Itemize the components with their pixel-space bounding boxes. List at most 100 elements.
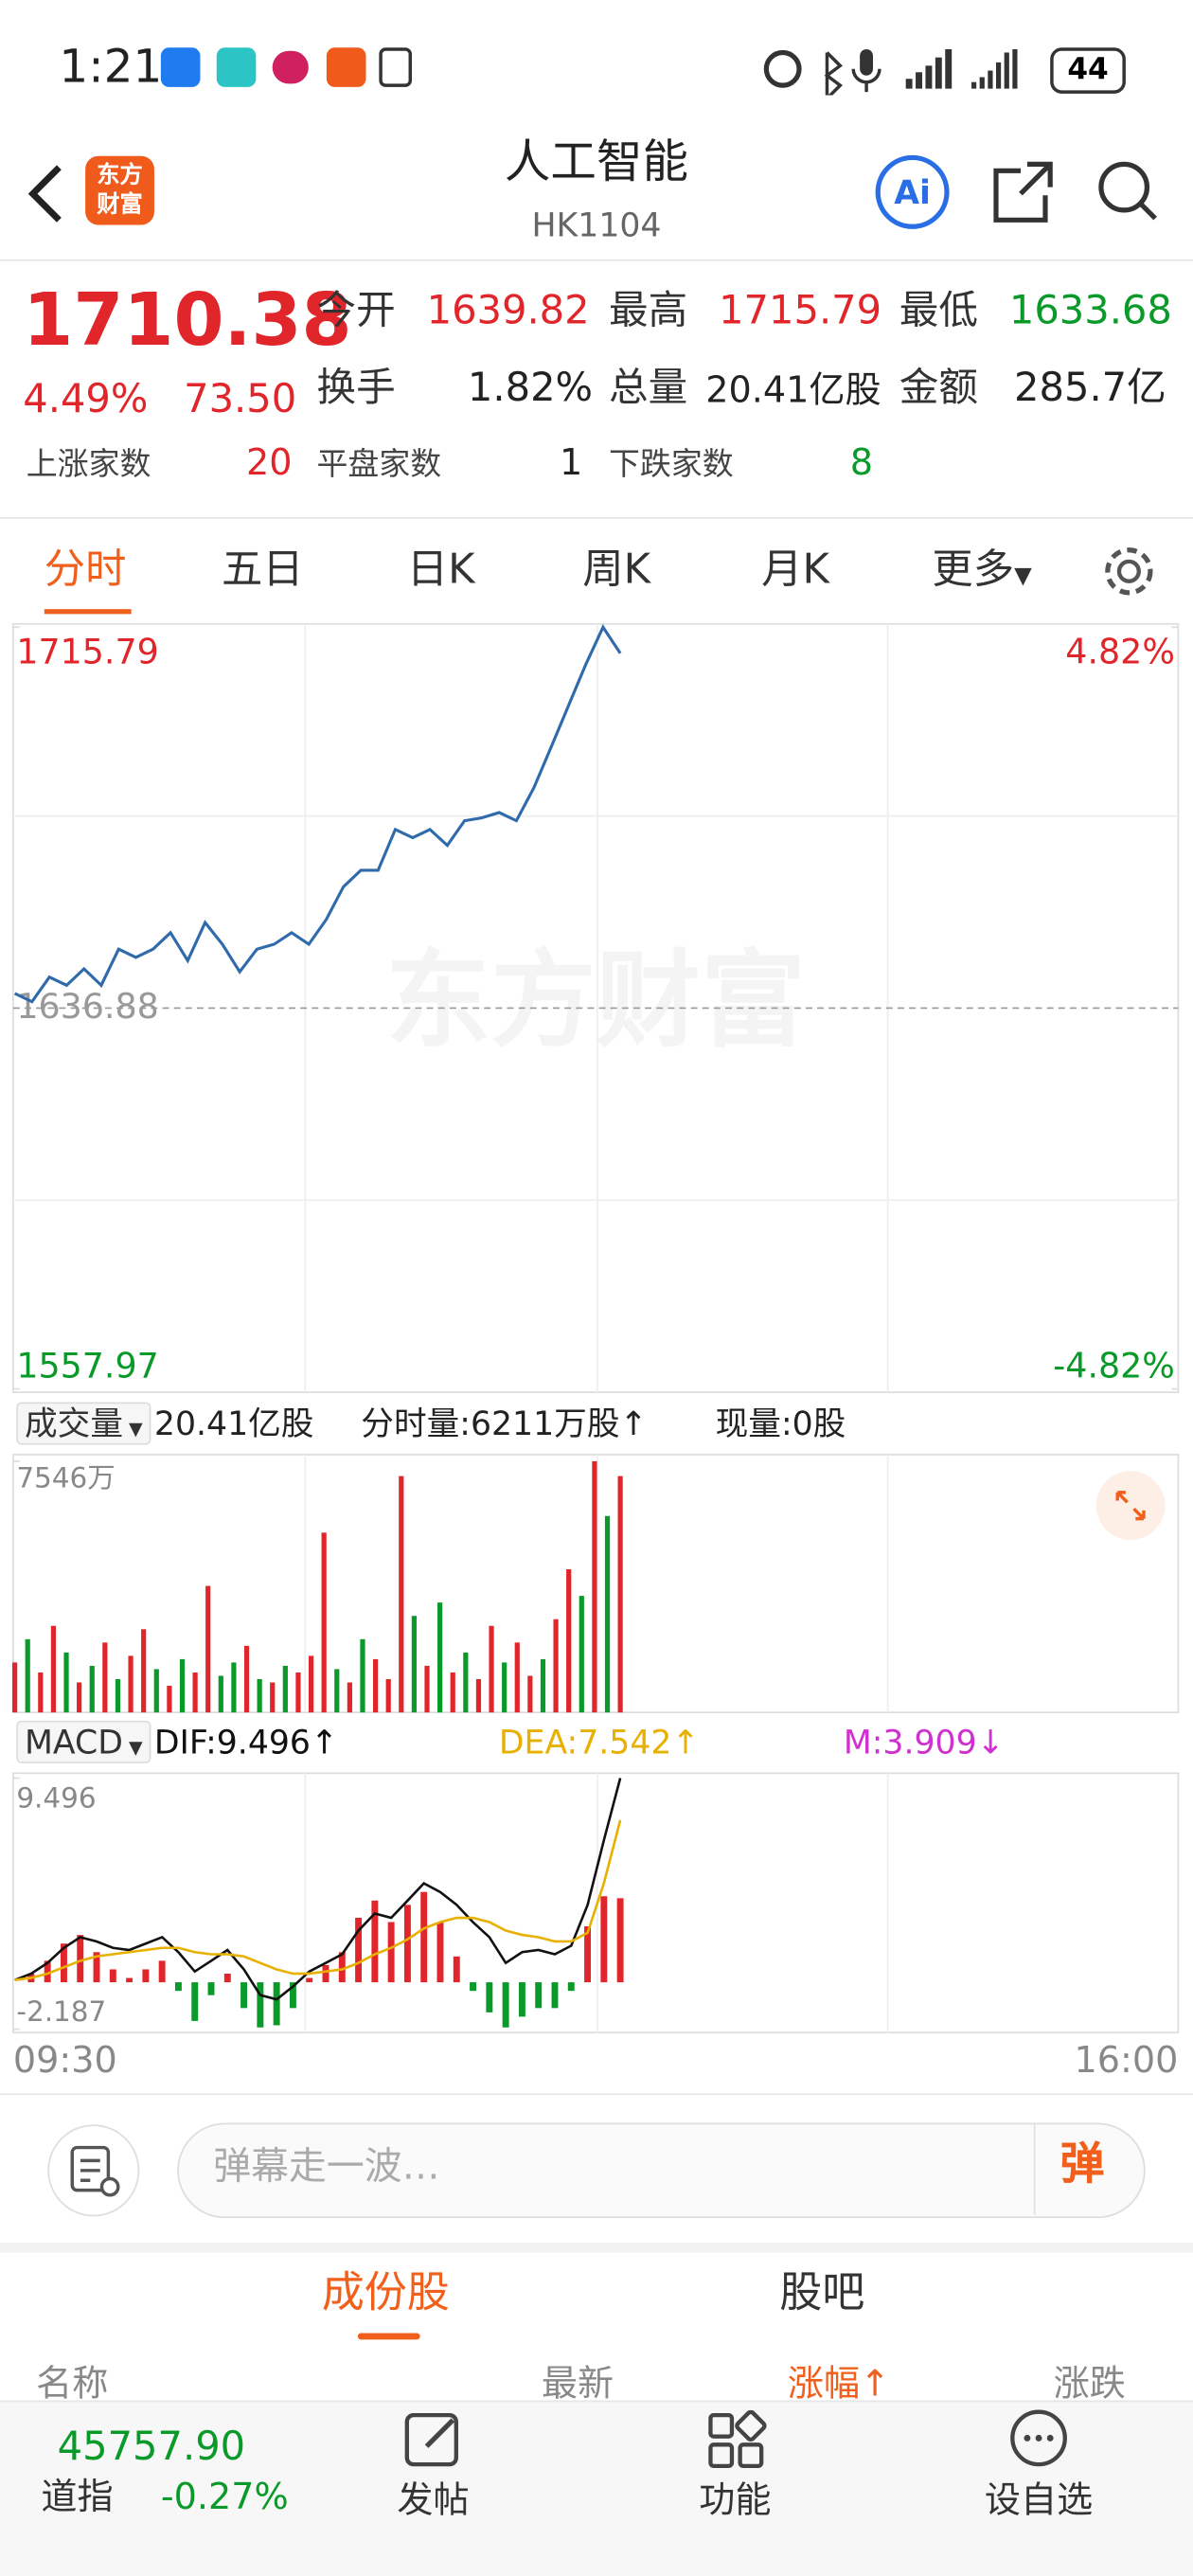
legend-m: M:3.909↓ [843,1722,1005,1762]
column-header[interactable]: 最新 [541,2364,614,2406]
nav-item[interactable]: 发帖 [397,2480,470,2522]
change-percent: 4.49% [23,375,149,422]
expand-icon [1115,1491,1146,1521]
column-header[interactable]: 涨幅↑ [787,2364,891,2406]
volume-selector[interactable]: 成交量 ▼ [16,1402,151,1445]
send-danmaku[interactable]: 弹 [1059,2138,1105,2191]
macd-bar [60,1943,67,1983]
settings-button[interactable] [1099,542,1158,600]
nav-item[interactable]: 功能 [699,2480,772,2522]
y2-tick-label: -4.82% [1053,1346,1175,1386]
stat-value: 1633.68 [1008,287,1172,333]
macd-bar [387,1922,395,1983]
spacer [0,2243,1193,2253]
macd-bar [436,1922,444,1983]
app-icon [326,47,366,87]
volume-bar [475,1678,482,1713]
volume-bar [592,1460,597,1713]
expand-button[interactable] [1095,1471,1166,1541]
macd-bar [567,1982,575,1992]
volume-bar [179,1658,186,1713]
volume-bar [115,1678,121,1713]
volume-bar [295,1672,301,1713]
index-change[interactable]: -0.27% [160,2478,289,2519]
separator [1033,2124,1036,2215]
volume-bar [25,1638,30,1713]
chart-tab-text: 更多 [932,545,1015,593]
y-tick-label: 7546万 [16,1461,115,1494]
breadth-value: 8 [849,443,874,485]
macd-bar [158,1960,166,1983]
back-button[interactable] [23,161,72,226]
stat-label: 最高 [608,287,688,333]
search-button[interactable] [1098,161,1150,213]
macd-bar [371,1900,379,1983]
volume-bar [527,1675,533,1713]
index-name[interactable]: 道指 [41,2478,114,2519]
column-header[interactable]: 名称 [36,2364,109,2406]
volume-bar [231,1662,237,1713]
volume-bar [308,1655,314,1713]
status-time: 1:21 [59,39,163,94]
macd-title: MACD [24,1722,123,1762]
volume-bar [141,1629,147,1713]
volume-bar [372,1658,379,1713]
volume-bar [192,1672,198,1713]
volume-bar [399,1476,404,1713]
breadth-label: 下跌家数 [608,446,734,483]
macd-bar [126,1977,134,1983]
chart-tab[interactable]: 更多▼ [932,546,1031,595]
list-tab-active[interactable]: 成份股 [321,2268,450,2318]
volume-bar [385,1678,391,1713]
header-actions: Ai [875,154,1157,229]
function-icon [708,2409,767,2469]
time-label: 16:00 [1074,2040,1179,2083]
y-tick-label: 1557.97 [16,1346,158,1386]
chart-tab[interactable]: 日K [406,545,475,593]
app-icon [216,47,257,87]
chart-tab[interactable]: 周K [582,545,651,593]
volume-bar [38,1672,44,1713]
macd-bar [338,1952,346,1983]
macd-bar [535,1982,543,2009]
macd-bar [403,1905,411,1983]
chart-tab-active[interactable]: 分时 [44,545,127,593]
comment-input[interactable] [177,2122,1146,2219]
divider [0,2093,1193,2096]
chart-tab[interactable]: 月K [761,545,829,593]
stat-label: 总量 [608,364,688,411]
y-tick-label: -2.187 [16,1995,106,2028]
divider [0,517,1193,519]
macd-bar [600,1896,608,1983]
stat-value: 1715.79 [719,287,882,333]
volume-bar [489,1625,494,1713]
macd-bar [584,1926,592,1983]
column-header[interactable]: 涨跌 [1053,2364,1126,2406]
svg-text:Ai: Ai [894,174,931,212]
volume-bar [579,1596,584,1713]
volume-bar [360,1638,365,1713]
volume-title: 成交量 [24,1404,123,1443]
share-button[interactable] [993,161,1053,223]
column-header-text: 涨幅 [787,2364,861,2406]
volume-bar [411,1616,418,1713]
ai-button[interactable] [875,154,950,229]
divider [0,259,1193,261]
stat-label: 最低 [899,287,978,333]
danmaku-toggle[interactable] [47,2124,140,2217]
volume-bar [604,1515,611,1713]
volume-total: 20.41亿股 [153,1404,314,1443]
chart-tab[interactable]: 五日 [221,545,304,593]
nav-item[interactable]: 设自选 [984,2480,1094,2522]
macd-bar [306,1977,313,1983]
status-icons [763,49,1018,96]
app-logo[interactable]: 东方 财富 [85,155,154,225]
breadth-value: 20 [245,443,293,485]
macd-selector[interactable]: MACD ▼ [16,1720,151,1763]
volume-bar [540,1658,546,1713]
index-value[interactable]: 45757.90 [57,2423,246,2470]
volume-bar [50,1625,57,1713]
list-tab[interactable]: 股吧 [779,2268,865,2318]
bottom-nav [0,2400,1193,2576]
volume-interval: 分时量:6211万股↑ [361,1404,648,1443]
